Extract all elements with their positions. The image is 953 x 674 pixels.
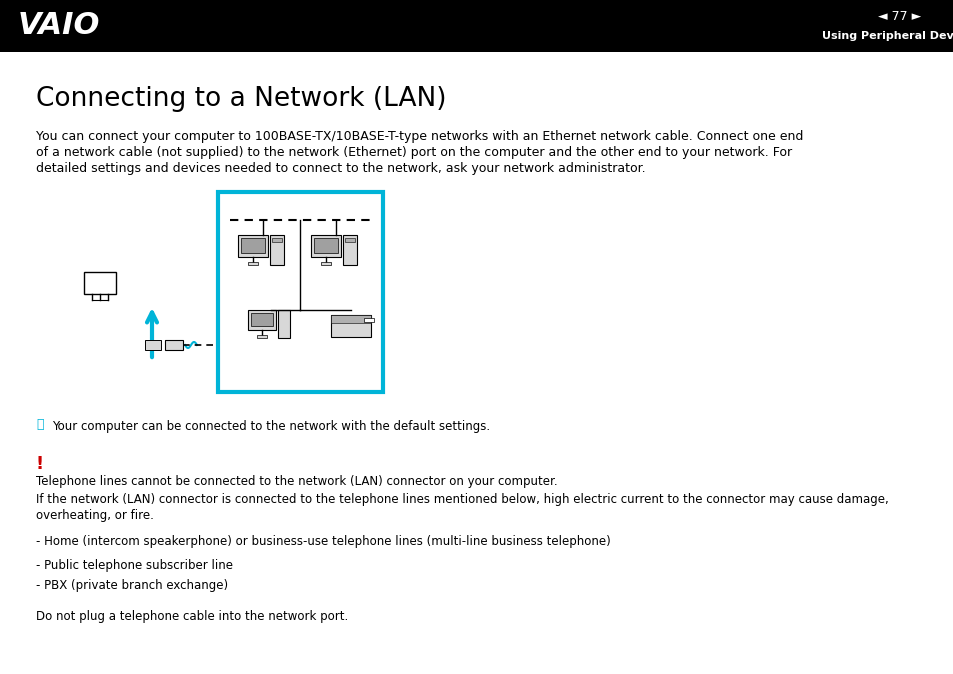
Text: Telephone lines cannot be connected to the network (LAN) connector on your compu: Telephone lines cannot be connected to t… [36, 475, 558, 488]
Bar [84, 272, 116, 294]
Bar [256, 335, 267, 338]
Bar [0, 0, 953, 52]
Text: ◄ 77 ►: ◄ 77 ► [878, 9, 921, 22]
Text: Connecting to a Network (LAN): Connecting to a Network (LAN) [36, 86, 446, 112]
Text: Using Peripheral Devices: Using Peripheral Devices [821, 31, 953, 41]
Bar [248, 262, 257, 265]
Bar [331, 315, 371, 337]
Bar [145, 340, 161, 350]
Bar [320, 262, 331, 265]
Text: detailed settings and devices needed to connect to the network, ask your network: detailed settings and devices needed to … [36, 162, 645, 175]
Text: - PBX (private branch exchange): - PBX (private branch exchange) [36, 579, 228, 592]
Bar [343, 235, 356, 265]
Bar [241, 238, 265, 253]
Text: - Public telephone subscriber line: - Public telephone subscriber line [36, 559, 233, 572]
Bar [218, 192, 382, 392]
Text: You can connect your computer to 100BASE-TX/10BASE-T-type networks with an Ether: You can connect your computer to 100BASE… [36, 130, 802, 143]
Bar [272, 238, 282, 242]
Text: - Home (intercom speakerphone) or business-use telephone lines (multi-line busin: - Home (intercom speakerphone) or busine… [36, 535, 610, 548]
Text: Do not plug a telephone cable into the network port.: Do not plug a telephone cable into the n… [36, 610, 348, 623]
Bar [364, 318, 374, 322]
Bar [331, 315, 371, 323]
Text: overheating, or fire.: overheating, or fire. [36, 509, 153, 522]
Bar [248, 310, 275, 330]
Text: of a network cable (not supplied) to the network (Ethernet) port on the computer: of a network cable (not supplied) to the… [36, 146, 791, 159]
Bar [251, 313, 273, 326]
Text: Your computer can be connected to the network with the default settings.: Your computer can be connected to the ne… [52, 420, 490, 433]
Bar [311, 235, 340, 257]
Text: If the network (LAN) connector is connected to the telephone lines mentioned bel: If the network (LAN) connector is connec… [36, 493, 888, 506]
Bar [165, 340, 183, 350]
Bar [345, 238, 355, 242]
Text: 📝: 📝 [36, 418, 44, 431]
Text: !: ! [36, 455, 44, 473]
Bar [237, 235, 268, 257]
Bar [270, 235, 284, 265]
Bar [314, 238, 337, 253]
Bar [277, 310, 290, 338]
Text: VAIO: VAIO [18, 11, 100, 40]
